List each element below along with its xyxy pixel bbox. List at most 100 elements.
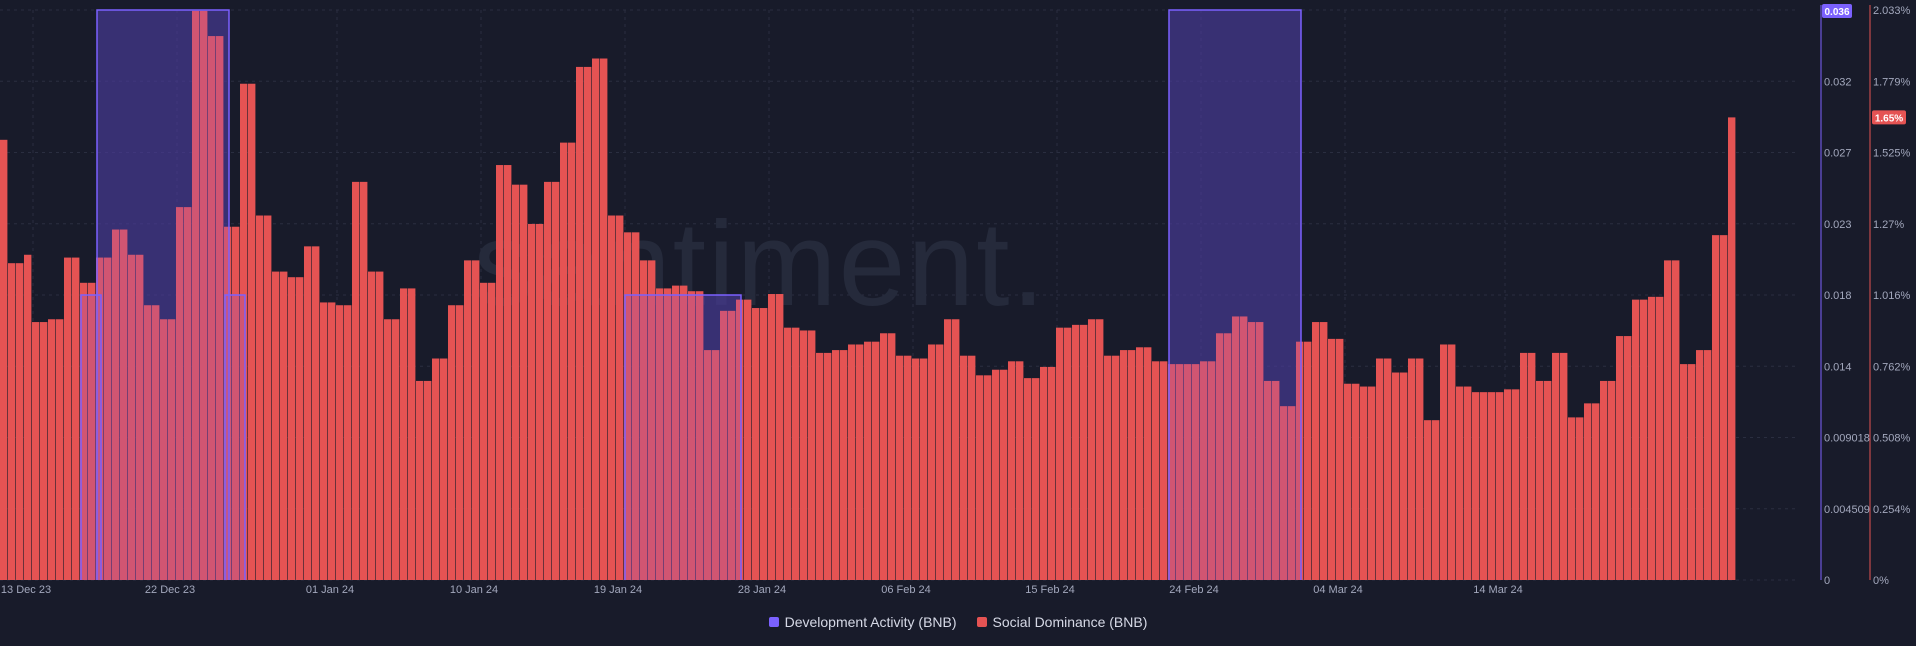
social-dominance-bar[interactable] [56, 319, 64, 580]
social-dominance-bar[interactable] [1664, 260, 1672, 580]
social-dominance-bar[interactable] [288, 277, 296, 580]
social-dominance-bar[interactable] [512, 184, 520, 580]
social-dominance-bar[interactable] [224, 226, 232, 580]
social-dominance-bar[interactable] [440, 358, 448, 580]
social-dominance-bar[interactable] [1496, 392, 1504, 580]
social-dominance-bar[interactable] [104, 257, 112, 580]
social-dominance-bar[interactable] [1576, 417, 1584, 580]
social-dominance-bar[interactable] [1328, 338, 1336, 580]
social-dominance-bar[interactable] [832, 350, 840, 580]
social-dominance-bar[interactable] [1016, 361, 1024, 580]
social-dominance-bar[interactable] [320, 302, 328, 580]
social-dominance-bar[interactable] [968, 355, 976, 580]
social-dominance-bar[interactable] [1424, 420, 1432, 580]
social-dominance-bar[interactable] [272, 271, 280, 580]
social-dominance-bar[interactable] [1416, 358, 1424, 580]
social-dominance-bar[interactable] [1600, 380, 1608, 580]
social-dominance-bar[interactable] [1656, 296, 1664, 580]
social-dominance-bar[interactable] [712, 350, 720, 580]
social-dominance-bar[interactable] [1624, 336, 1632, 580]
social-dominance-bar[interactable] [1344, 383, 1352, 580]
social-dominance-bar[interactable] [384, 319, 392, 580]
social-dominance-bar[interactable] [176, 207, 184, 581]
social-dominance-bar[interactable] [592, 58, 600, 580]
social-dominance-bar[interactable] [360, 181, 368, 581]
social-dominance-bar[interactable] [696, 291, 704, 580]
legend-item-dev-activity[interactable]: Development Activity (BNB) [768, 614, 957, 630]
social-dominance-bar[interactable] [1480, 392, 1488, 580]
legend-item-social-dominance[interactable]: Social Dominance (BNB) [976, 614, 1147, 630]
social-dominance-bar[interactable] [472, 260, 480, 580]
social-dominance-bar[interactable] [1552, 352, 1560, 580]
social-dominance-bar[interactable] [96, 257, 104, 580]
social-dominance-bar[interactable] [848, 344, 856, 580]
social-dominance-bar[interactable] [1720, 235, 1728, 580]
social-dominance-bar[interactable] [736, 299, 744, 580]
social-dominance-bar[interactable] [80, 282, 88, 580]
social-dominance-bar[interactable] [144, 305, 152, 580]
social-dominance-bar[interactable] [1192, 364, 1200, 580]
social-dominance-bar[interactable] [352, 181, 360, 581]
social-dominance-bar[interactable] [504, 165, 512, 580]
social-dominance-bar[interactable] [920, 358, 928, 580]
social-dominance-bar[interactable] [1008, 361, 1016, 580]
social-dominance-bar[interactable] [784, 327, 792, 580]
social-dominance-bar[interactable] [1264, 380, 1272, 580]
social-dominance-bar[interactable] [1208, 361, 1216, 580]
social-dominance-bar[interactable] [1040, 366, 1048, 580]
social-dominance-bar[interactable] [312, 246, 320, 580]
social-dominance-bar[interactable] [840, 350, 848, 580]
social-dominance-bar[interactable] [520, 184, 528, 580]
social-dominance-bar[interactable] [792, 327, 800, 580]
social-dominance-bar[interactable] [1240, 316, 1248, 580]
social-dominance-bar[interactable] [24, 254, 32, 580]
social-dominance-bar[interactable] [1432, 420, 1440, 580]
social-dominance-bar[interactable] [1584, 403, 1592, 580]
social-dominance-bar[interactable] [864, 341, 872, 580]
social-dominance-bar[interactable] [1384, 358, 1392, 580]
social-dominance-bar[interactable] [616, 215, 624, 580]
social-dominance-bar[interactable] [1368, 386, 1376, 580]
social-dominance-bar[interactable] [952, 319, 960, 580]
social-dominance-bar[interactable] [1304, 341, 1312, 580]
social-dominance-bar[interactable] [1680, 364, 1688, 580]
social-dominance-bar[interactable] [1088, 319, 1096, 580]
social-dominance-bar[interactable] [424, 380, 432, 580]
social-dominance-bar[interactable] [672, 285, 680, 580]
social-dominance-bar[interactable] [1056, 327, 1064, 580]
social-dominance-bar[interactable] [704, 350, 712, 580]
social-dominance-bar[interactable] [680, 285, 688, 580]
social-dominance-bar[interactable] [1616, 336, 1624, 580]
social-dominance-bar[interactable] [600, 58, 608, 580]
social-dominance-bar[interactable] [936, 344, 944, 580]
social-dominance-bar[interactable] [1024, 378, 1032, 580]
social-dominance-bar[interactable] [608, 215, 616, 580]
social-dominance-bar[interactable] [416, 380, 424, 580]
social-dominance-bar[interactable] [1728, 117, 1736, 580]
social-dominance-bar[interactable] [824, 352, 832, 580]
social-dominance-bar[interactable] [1280, 406, 1288, 580]
social-dominance-bar[interactable] [728, 310, 736, 580]
social-dominance-bar[interactable] [152, 305, 160, 580]
social-dominance-bar[interactable] [1176, 364, 1184, 580]
social-dominance-bar[interactable] [872, 341, 880, 580]
social-dominance-bar[interactable] [256, 215, 264, 580]
social-dominance-bar[interactable] [552, 181, 560, 581]
social-dominance-bar[interactable] [1296, 341, 1304, 580]
social-dominance-bar[interactable] [984, 375, 992, 580]
social-dominance-bar[interactable] [912, 358, 920, 580]
social-dominance-bar[interactable] [432, 358, 440, 580]
social-dominance-bar[interactable] [1376, 358, 1384, 580]
social-dominance-bar[interactable] [464, 260, 472, 580]
social-dominance-bar[interactable] [888, 333, 896, 580]
social-dominance-bar[interactable] [160, 319, 168, 580]
social-dominance-bar[interactable] [400, 288, 408, 580]
social-dominance-bar[interactable] [1312, 322, 1320, 580]
social-dominance-bar[interactable] [408, 288, 416, 580]
social-dominance-bar[interactable] [376, 271, 384, 580]
social-dominance-bar[interactable] [776, 294, 784, 580]
social-dominance-bar[interactable] [1472, 392, 1480, 580]
social-dominance-bar[interactable] [88, 282, 96, 580]
social-dominance-bar[interactable] [536, 223, 544, 580]
social-dominance-bar[interactable] [1080, 324, 1088, 580]
